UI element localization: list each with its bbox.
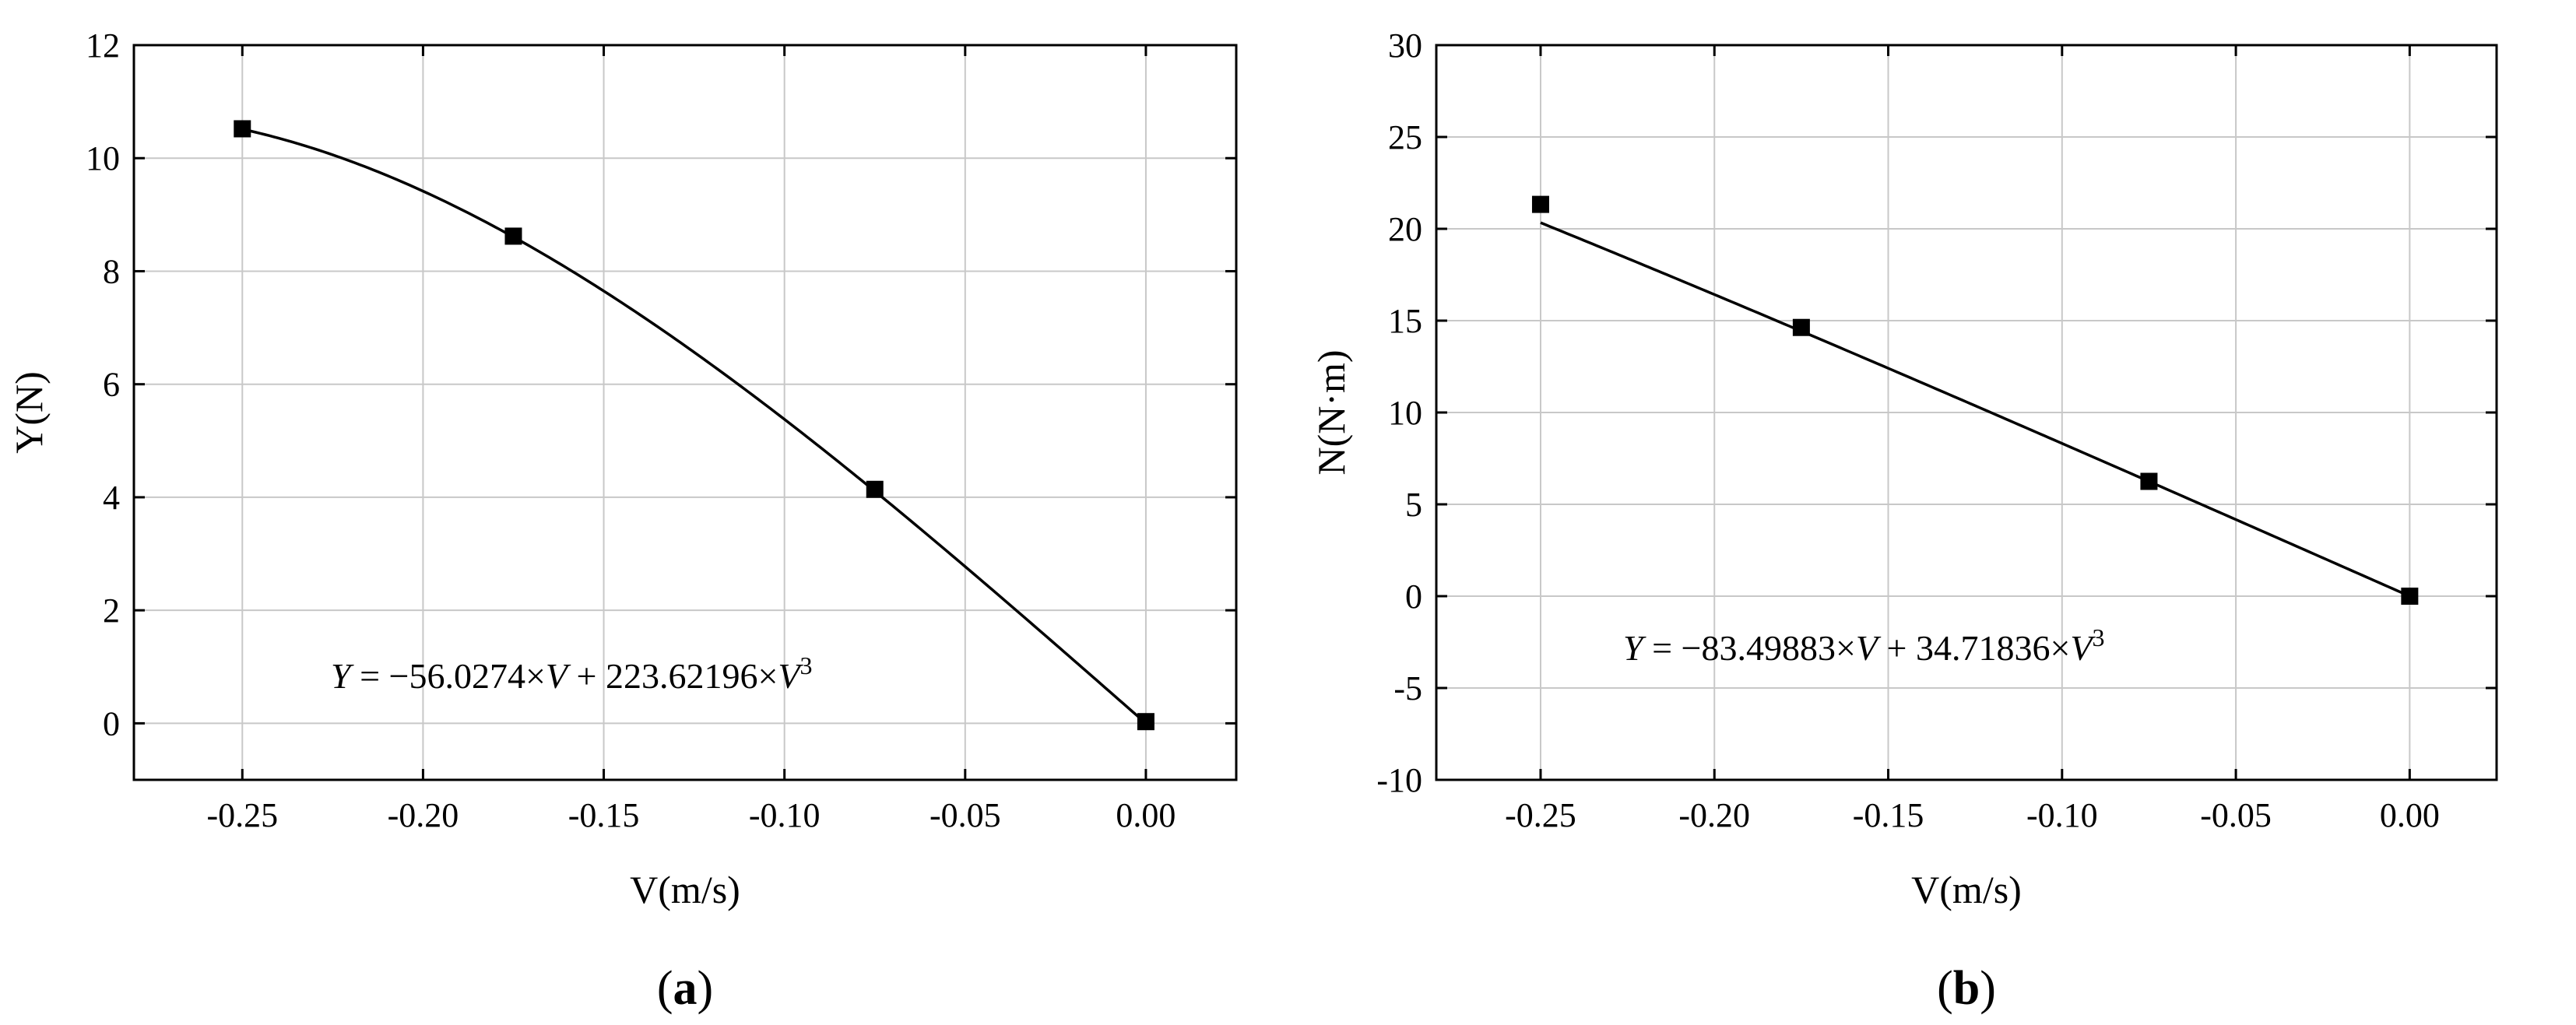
equation-part: V	[1856, 628, 1882, 668]
x-tick-label: -0.10	[749, 796, 821, 834]
x-tick-label: -0.15	[1853, 796, 1924, 834]
data-point-marker	[2401, 588, 2419, 605]
y-tick-label: 10	[86, 139, 120, 177]
data-point-marker	[866, 480, 884, 498]
y-tick-label: 15	[1388, 302, 1422, 340]
y-tick-label: 2	[103, 591, 120, 630]
y-tick-label: -10	[1376, 761, 1422, 799]
grid-b	[1436, 44, 2497, 781]
ticks-a	[134, 44, 1236, 780]
data-point-marker	[1137, 713, 1154, 731]
y-tick-label: 30	[1388, 26, 1422, 65]
x-tick-label: 0.00	[2380, 796, 2440, 834]
x-axis-title-a: V(m/s)	[630, 868, 740, 911]
data-point-marker	[504, 227, 522, 245]
panel-letter-b: b	[1953, 962, 1980, 1015]
equation-part: 3	[800, 651, 813, 679]
y-tick-label: 5	[1405, 486, 1422, 524]
x-tick-label: -0.15	[568, 796, 640, 834]
x-tick-label: -0.25	[1505, 796, 1576, 834]
x-tick-labels-a: -0.25 -0.20 -0.15 -0.10 -0.05 0.00	[206, 796, 1176, 834]
x-tick-label: -0.10	[2026, 796, 2098, 834]
x-tick-label: -0.20	[388, 796, 459, 834]
x-tick-label: -0.05	[930, 796, 1001, 834]
y-tick-label: 4	[103, 479, 120, 517]
equation-part: + 34.71836×	[1878, 628, 2070, 668]
equation-part: Y	[1623, 628, 1646, 668]
x-tick-label: -0.05	[2200, 796, 2272, 834]
x-tick-label: 0.00	[1116, 796, 1176, 834]
equation-annotation-b: Y = −83.49883×V + 34.71836×V3	[1623, 623, 2105, 668]
y-tick-label: 25	[1388, 118, 1422, 156]
fit-curve-a	[241, 128, 1147, 725]
equation-part: 3	[2093, 623, 2105, 651]
data-points-b	[1531, 195, 2419, 605]
equation-annotation-a: Y = −56.0274×V + 223.62196×V3	[331, 651, 813, 696]
panel-label-b: (b)	[1937, 962, 1996, 1015]
equation-part: = −83.49883×	[1643, 628, 1856, 668]
chart-panel-b: -0.25 -0.20 -0.15 -0.10 -0.05 0.00 -10 -5 0 5 10 1…	[1309, 26, 2498, 1015]
y-tick-label: 6	[103, 366, 120, 404]
equation-part: = −56.0274×	[351, 656, 546, 696]
panel-label-a: (a)	[657, 962, 713, 1015]
plot-frame-a	[132, 44, 1238, 781]
y-axis-title-b: N(N·m)	[1309, 349, 1353, 475]
y-tick-label: -5	[1393, 669, 1422, 707]
y-tick-label: 12	[86, 26, 120, 65]
equation-part: V	[546, 656, 571, 696]
y-tick-label: 20	[1388, 210, 1422, 248]
data-points-a	[234, 120, 1154, 731]
y-tick-label: 0	[1405, 577, 1422, 616]
x-tick-label: -0.20	[1678, 796, 1750, 834]
data-point-marker	[2140, 472, 2158, 490]
equation-part: V	[2070, 628, 2096, 668]
panel-letter-a: a	[673, 962, 698, 1015]
chart-panel-a: -0.25 -0.20 -0.15 -0.10 -0.05 0.00 024681012 …	[7, 26, 1238, 1015]
equation-part: + 223.62196×	[568, 656, 778, 696]
ticks-b	[1436, 44, 2497, 781]
x-tick-labels-b: -0.25 -0.20 -0.15 -0.10 -0.05 0.00	[1505, 796, 2440, 834]
x-tick-label: -0.25	[206, 796, 278, 834]
fit-curve-b	[1540, 221, 2411, 598]
data-point-marker	[1792, 318, 1810, 336]
equation-part: V	[778, 656, 803, 696]
y-tick-label: 8	[103, 252, 120, 290]
y-tick-label: 0	[103, 704, 120, 742]
y-tick-labels-b: -10 -5 0 5 10 15 20 25 30	[1376, 26, 1422, 799]
y-tick-label: 10	[1388, 394, 1422, 432]
equation-part: Y	[331, 656, 354, 696]
data-point-marker	[234, 120, 251, 138]
data-point-marker	[1531, 195, 1549, 213]
y-axis-title-a: Y(N)	[7, 371, 51, 454]
x-axis-title-b: V(m/s)	[1911, 868, 2022, 911]
y-tick-labels-a: 0 2 4 6 8 10 12	[86, 26, 120, 742]
